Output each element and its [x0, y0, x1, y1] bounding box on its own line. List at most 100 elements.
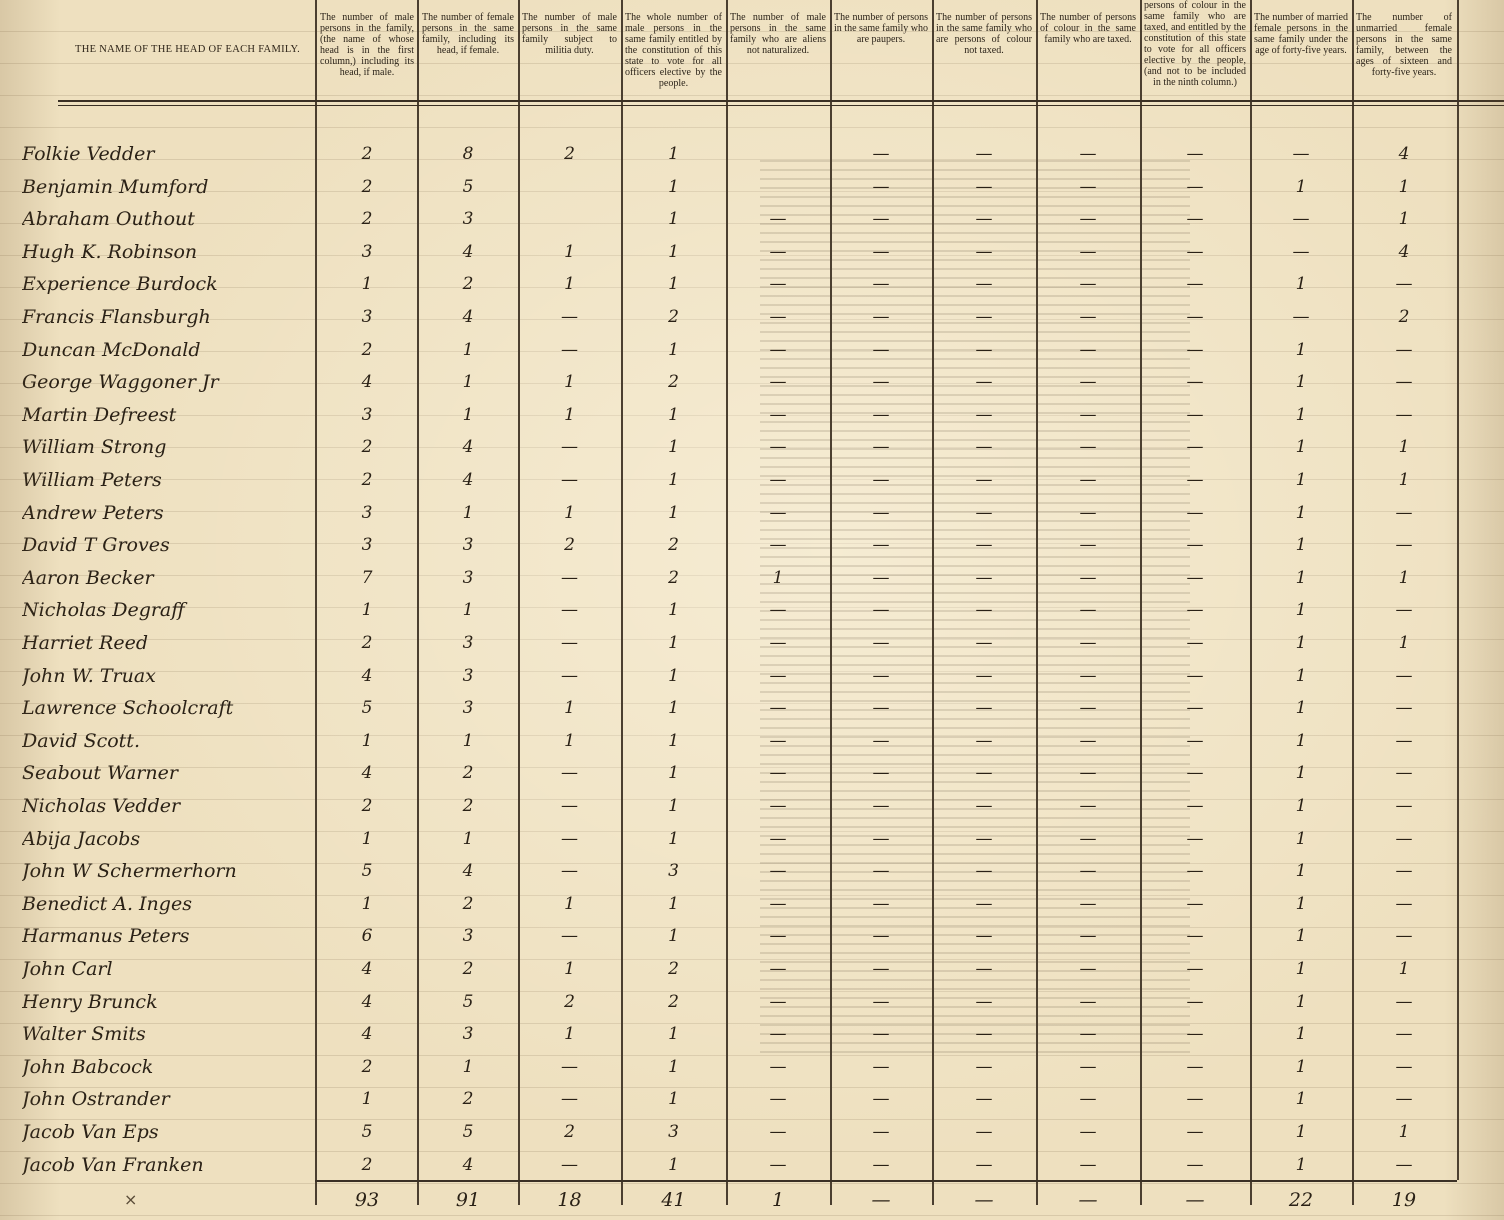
row-cell-col-3: —: [561, 796, 578, 816]
row-cell-col-4: 1: [668, 274, 679, 295]
row-cell-col-8: —: [1079, 633, 1097, 653]
row-cell-col-9: —: [1186, 404, 1204, 425]
head-of-family-name: Jacob Van Franken: [22, 1153, 204, 1176]
row-cell-col-2: 2: [462, 274, 474, 295]
row-cell-col-6: —: [872, 144, 890, 164]
row-cell-col-1: 1: [361, 828, 373, 849]
col-divider: [1250, 0, 1252, 1205]
row-cell-col-1: 3: [361, 307, 373, 327]
row-cell-col-8: —: [1079, 1024, 1097, 1045]
row-cell-col-4: 1: [668, 144, 679, 164]
head-of-family-name: Nicholas Vedder: [22, 795, 181, 817]
row-cell-col-2: 3: [462, 926, 474, 947]
row-cell-col-8: —: [1079, 144, 1097, 164]
row-cell-col-2: 5: [462, 1122, 474, 1142]
head-of-family-name: Nicholas Degraff: [22, 599, 185, 622]
row-cell-col-5: —: [769, 241, 787, 262]
header-col-colour-taxed: The number of persons of colour in the s…: [1040, 12, 1136, 45]
row-cell-col-7: —: [975, 959, 993, 979]
row-cell-col-9: —: [1186, 307, 1204, 327]
row-cell-col-6: —: [872, 763, 890, 784]
row-cell-col-6: —: [872, 633, 890, 653]
row-cell-col-10: 1: [1295, 339, 1307, 360]
row-cell-col-10: —: [1292, 241, 1310, 262]
row-cell-col-4: 3: [668, 861, 679, 882]
row-cell-col-4: 1: [668, 1024, 679, 1045]
row-cell-col-3: 1: [564, 404, 575, 425]
row-cell-col-3: 2: [564, 991, 575, 1012]
row-cell-col-10: —: [1292, 209, 1310, 230]
row-cell-col-4: 1: [668, 209, 679, 230]
row-cell-col-5: —: [769, 535, 787, 556]
row-cell-col-5: —: [769, 926, 787, 947]
row-cell-col-2: 3: [462, 698, 474, 719]
row-cell-col-4: 3: [668, 1122, 679, 1142]
row-cell-col-4: 1: [668, 600, 679, 621]
row-cell-col-11: 1: [1398, 470, 1410, 490]
header-col-paupers: The number of persons in the same family…: [834, 12, 928, 45]
row-cell-col-5: —: [769, 307, 787, 327]
row-cell-col-7: —: [975, 633, 993, 653]
row-cell-col-7: —: [975, 893, 993, 914]
row-cell-col-11: 2: [1398, 307, 1410, 327]
row-cell-col-3: 1: [564, 502, 575, 523]
row-cell-col-7: —: [975, 600, 993, 621]
row-cell-col-1: 1: [361, 893, 373, 914]
row-cell-col-5: —: [769, 600, 787, 621]
header-col-females: The number of female persons in the same…: [422, 12, 514, 56]
row-cell-col-5: —: [769, 959, 787, 979]
row-cell-col-5: —: [769, 698, 787, 719]
row-cell-col-9: —: [1186, 991, 1204, 1012]
row-cell-col-6: —: [872, 926, 890, 947]
row-cell-col-2: 2: [462, 796, 474, 816]
row-cell-col-3: —: [561, 633, 578, 653]
row-cell-col-7: —: [975, 1122, 993, 1142]
row-cell-col-6: —: [872, 1122, 890, 1142]
row-cell-col-2: 4: [462, 1154, 474, 1175]
row-cell-col-6: —: [872, 861, 890, 882]
row-cell-col-2: 4: [462, 307, 474, 327]
row-cell-col-4: 1: [668, 1056, 679, 1077]
row-cell-col-6: —: [872, 307, 890, 327]
row-cell-col-10: —: [1292, 307, 1310, 327]
col-divider: [417, 0, 419, 1205]
row-cell-col-1: 1: [361, 274, 373, 295]
row-cell-col-8: —: [1079, 959, 1097, 979]
row-cell-col-10: 1: [1295, 959, 1307, 979]
row-cell-col-8: —: [1079, 339, 1097, 360]
row-cell-col-1: 1: [361, 1089, 373, 1110]
row-cell-col-6: —: [872, 567, 890, 588]
row-cell-col-4: 1: [668, 1089, 679, 1110]
row-cell-col-2: 1: [462, 828, 474, 849]
head-of-family-name: Martin Defreest: [22, 403, 177, 426]
row-cell-col-3: [518, 203, 621, 235]
row-cell-col-8: —: [1079, 861, 1097, 882]
row-cell-col-9: —: [1186, 567, 1204, 588]
row-cell-col-3: —: [561, 1154, 578, 1175]
row-cell-col-7: —: [975, 1024, 993, 1045]
head-of-family-name: John W Schermerhorn: [22, 860, 237, 883]
row-cell-col-5: —: [769, 991, 787, 1012]
row-cell-col-1: 1: [361, 730, 373, 751]
header-col-unmarried-females: The number of unmarried female persons i…: [1356, 12, 1452, 78]
head-of-family-name: Harmanus Peters: [22, 925, 190, 948]
row-cell-col-9: —: [1186, 926, 1204, 947]
totals-rule: [315, 1180, 1457, 1182]
row-cell-col-2: 4: [462, 470, 474, 490]
row-cell-col-8: —: [1079, 991, 1097, 1012]
header-col-aliens: The number of male persons in the same f…: [730, 12, 826, 56]
row-cell-col-1: 5: [361, 698, 373, 719]
row-cell-col-9: —: [1186, 144, 1204, 164]
row-cell-col-3: —: [561, 600, 578, 621]
row-cell-col-7: —: [975, 1154, 993, 1175]
row-cell-col-8: —: [1079, 502, 1097, 523]
row-cell-col-8: —: [1079, 567, 1097, 588]
row-cell-col-7: —: [975, 861, 993, 882]
head-of-family-name: Duncan McDonald: [22, 338, 201, 361]
row-cell-col-10: 1: [1295, 600, 1307, 621]
row-cell-col-1: 2: [361, 437, 373, 458]
row-cell-col-7: —: [975, 665, 993, 686]
row-cell-col-9: —: [1186, 274, 1204, 295]
row-cell-col-1: 2: [361, 1154, 373, 1175]
total-col-4: 41: [661, 1189, 686, 1211]
